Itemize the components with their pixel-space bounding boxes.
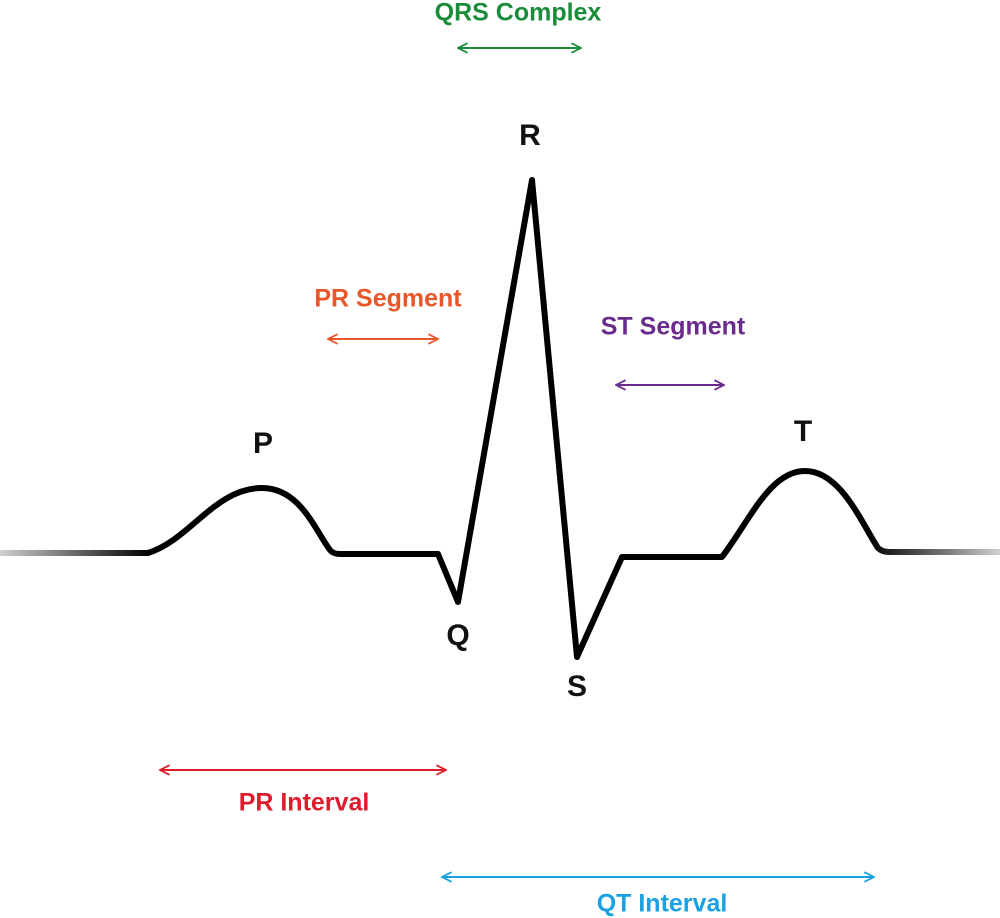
wave-label: T bbox=[794, 415, 812, 448]
interval-label: PR Interval bbox=[239, 789, 370, 817]
interval-label: QT Interval bbox=[597, 890, 728, 918]
wave-label: Q bbox=[446, 619, 469, 652]
wave-label: R bbox=[519, 119, 541, 152]
interval-label: ST Segment bbox=[601, 313, 746, 341]
wave-label: S bbox=[567, 670, 587, 703]
ecg-trace bbox=[0, 177, 1000, 660]
interval-label: PR Segment bbox=[314, 285, 462, 313]
wave-label: P bbox=[253, 427, 273, 460]
interval-label: QRS Complex bbox=[435, 0, 602, 27]
